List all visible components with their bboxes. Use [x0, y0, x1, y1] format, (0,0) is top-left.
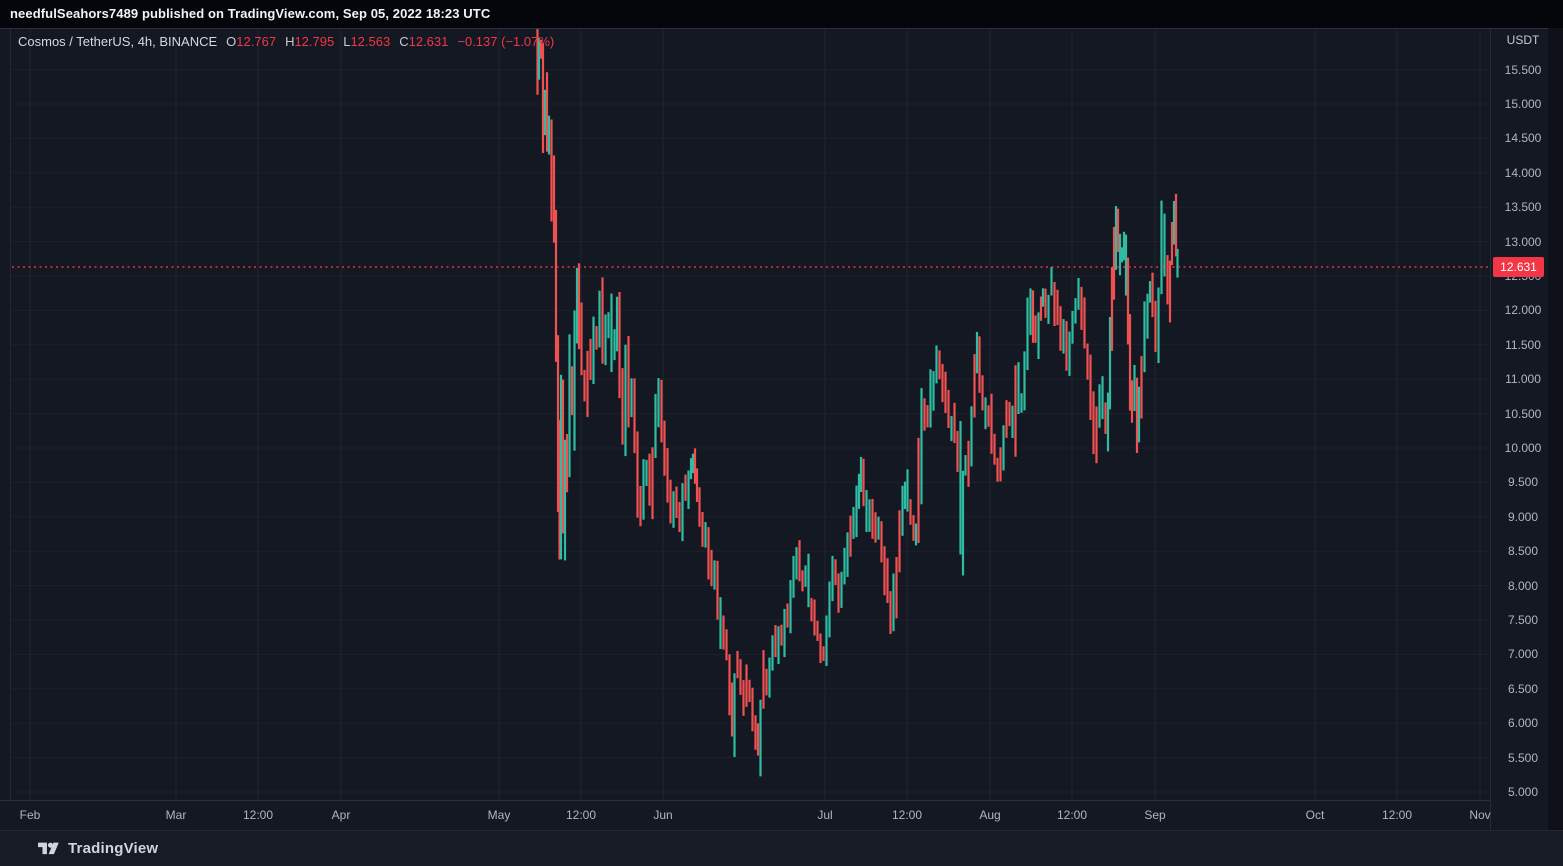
brand-text: TradingView	[68, 840, 159, 857]
time-axis-label: Mar	[165, 808, 187, 822]
last-price-badge: 12.631	[1493, 257, 1544, 277]
price-axis-label: 9.500	[1507, 475, 1539, 489]
time-axis-label: 12:00	[1381, 808, 1413, 822]
time-axis-label: Feb	[19, 808, 41, 822]
right-margin	[1548, 28, 1563, 830]
legend-close: C12.631	[399, 34, 449, 49]
price-axis-label: 11.000	[1505, 372, 1541, 386]
price-axis-label: 8.500	[1507, 544, 1539, 558]
legend-low: L12.563	[343, 34, 391, 49]
time-axis-label: May	[487, 808, 511, 822]
symbol-legend: Cosmos / TetherUS, 4h, BINANCE O12.767 H…	[18, 34, 554, 49]
time-axis-label: 12:00	[891, 808, 923, 822]
price-axis-label: 13.000	[1504, 235, 1542, 249]
tradingview-logo-icon	[38, 842, 59, 854]
price-axis-label: 7.000	[1507, 647, 1539, 661]
price-axis-label: 15.000	[1504, 97, 1542, 111]
price-axis-label: 10.500	[1504, 407, 1542, 421]
price-axis-label: 13.500	[1504, 200, 1542, 214]
published-bar: needfulSeahors7489 published on TradingV…	[0, 0, 1563, 28]
currency-label: USDT	[1506, 33, 1540, 47]
pane-top-border	[0, 28, 1563, 29]
price-axis-label: 14.000	[1504, 166, 1542, 180]
time-axis-label: Jul	[817, 808, 833, 822]
price-axis-label: 11.500	[1505, 338, 1541, 352]
price-axis-label: 6.500	[1507, 682, 1539, 696]
time-axis-border	[0, 800, 1490, 801]
symbol-title: Cosmos / TetherUS, 4h, BINANCE	[18, 34, 218, 49]
price-axis-label: 5.500	[1507, 751, 1539, 765]
tradingview-link[interactable]: TradingView	[38, 840, 158, 858]
time-axis-label: Sep	[1144, 808, 1166, 822]
time-axis-label: Oct	[1305, 808, 1325, 822]
price-axis-border	[1490, 28, 1491, 830]
time-axis-label: Apr	[331, 808, 351, 822]
price-axis-label: 15.500	[1504, 63, 1542, 77]
price-axis-label: 5.000	[1507, 785, 1539, 799]
price-axis-label: 8.000	[1507, 579, 1539, 593]
legend-high: H12.795	[285, 34, 335, 49]
time-axis-label: Aug	[979, 808, 1001, 822]
legend-open: O12.767	[226, 34, 277, 49]
footer-bar: TradingView	[0, 830, 1563, 866]
time-axis-label: 12:00	[565, 808, 597, 822]
time-axis-label: 12:00	[242, 808, 274, 822]
price-axis-label: 6.000	[1507, 716, 1539, 730]
time-axis-label: Nov	[1469, 808, 1491, 822]
price-axis-label: 12.000	[1504, 303, 1542, 317]
time-axis-label: 12:00	[1056, 808, 1088, 822]
time-axis-label: Jun	[653, 808, 673, 822]
price-axis-label: 9.000	[1507, 510, 1539, 524]
legend-change: −0.137 (−1.07%)	[457, 34, 555, 49]
pane-left-border	[10, 28, 11, 800]
price-axis-label: 14.500	[1504, 131, 1542, 145]
price-axis-label: 7.500	[1507, 613, 1539, 627]
price-axis-label: 10.000	[1504, 441, 1542, 455]
published-text: needfulSeahors7489 published on TradingV…	[10, 6, 491, 21]
